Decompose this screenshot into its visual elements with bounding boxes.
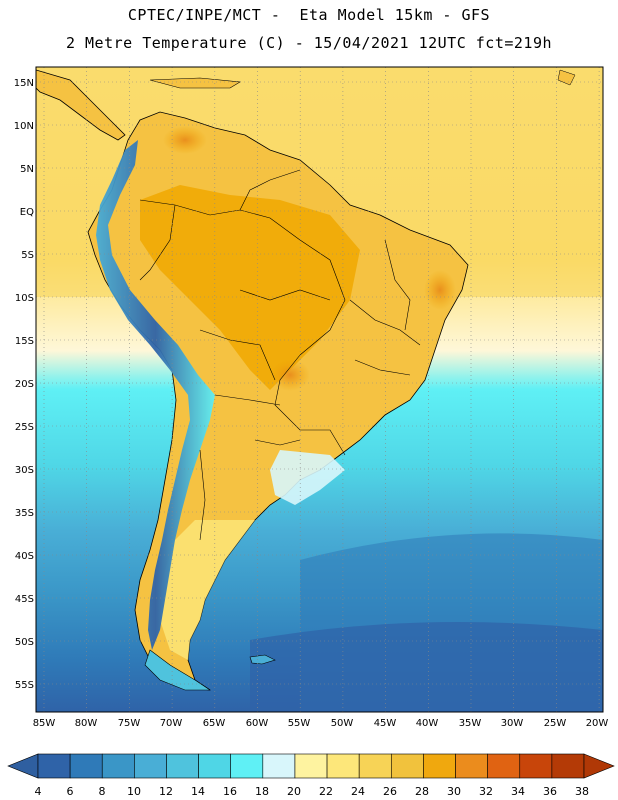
colorbar-label: 34 [511, 785, 525, 798]
map-plot-area [36, 67, 603, 712]
lon-label: 85W [33, 718, 56, 729]
hotspot-pantanal [270, 359, 310, 391]
lat-label: 40S [15, 551, 34, 562]
hotspot-venezuela [163, 126, 207, 154]
country-borders [139, 169, 421, 541]
colorbar-box [37, 753, 71, 779]
lat-label: 45S [15, 594, 34, 605]
central-america [36, 69, 126, 141]
colorbar-box [326, 753, 360, 779]
colorbar-label: 20 [287, 785, 301, 798]
colorbar-label: 30 [447, 785, 461, 798]
colorbar-box [390, 753, 424, 779]
colorbar-boxes [37, 753, 585, 779]
uruguay-cool-region [270, 450, 345, 505]
colorbar-label: 22 [319, 785, 333, 798]
lon-label: 75W [118, 718, 141, 729]
lon-label: 65W [203, 718, 226, 729]
colorbar-box [551, 753, 585, 779]
lon-label: 50W [331, 718, 354, 729]
colorbar-box [69, 753, 103, 779]
colorbar-box [134, 753, 167, 779]
colorbar-box [294, 753, 328, 779]
longitude-labels: 85W 80W 75W 70W 65W 60W 55W 50W 45W 40W … [33, 718, 609, 729]
colorbar-box [230, 753, 264, 779]
lat-lon-grid [36, 67, 603, 712]
lon-label: 25W [544, 718, 567, 729]
southern-cone-cool [160, 520, 255, 660]
lat-label: 15S [15, 336, 34, 347]
lat-label: 15N [14, 78, 34, 89]
coldest-ocean-band [250, 622, 603, 712]
colorbar-label: 24 [351, 785, 365, 798]
colorbar: 4 6 8 10 12 14 16 18 20 22 24 26 28 30 3… [7, 753, 615, 798]
colorbar-label: 14 [191, 785, 205, 798]
lat-label: 5S [21, 250, 34, 261]
caribbean-islands [149, 77, 241, 89]
colorbar-label: 28 [415, 785, 429, 798]
africa-edge [557, 69, 576, 86]
lon-label: 80W [75, 718, 98, 729]
colorbar-box [423, 753, 456, 779]
colorbar-box [101, 753, 135, 779]
colorbar-label: 8 [99, 785, 106, 798]
lon-label: 55W [288, 718, 311, 729]
lon-label: 70W [160, 718, 183, 729]
andes-cold-strip [96, 140, 215, 650]
lon-label: 30W [501, 718, 524, 729]
lon-label: 20W [586, 718, 609, 729]
colorbar-box [358, 753, 392, 779]
colorbar-label: 6 [67, 785, 74, 798]
colorbar-label: 4 [35, 785, 42, 798]
lat-label: 25S [15, 422, 34, 433]
lat-label: 10S [15, 293, 34, 304]
lat-label: 35S [15, 508, 34, 519]
colorbar-start-arrow [7, 753, 39, 779]
colorbar-box [487, 753, 521, 779]
lat-label: 5N [20, 164, 34, 175]
colorbar-label: 16 [223, 785, 237, 798]
colorbar-label: 26 [383, 785, 397, 798]
lon-label: 35W [459, 718, 482, 729]
lat-label: 20S [15, 379, 34, 390]
colorbar-label: 38 [575, 785, 589, 798]
hotspot-northeast-brazil [424, 270, 456, 310]
lon-label: 60W [246, 718, 269, 729]
latitude-labels: 15N 10N 5N EQ 5S 10S 15S 20S 25S 30S 35S… [14, 78, 34, 691]
tierra-del-fuego [144, 649, 211, 691]
colorbar-label: 10 [127, 785, 141, 798]
colorbar-box [198, 753, 232, 779]
falkland-islands [249, 654, 276, 665]
colorbar-label: 32 [479, 785, 493, 798]
lat-label: 10N [14, 121, 34, 132]
colorbar-label: 12 [159, 785, 173, 798]
colorbar-label: 36 [543, 785, 557, 798]
colorbar-box [519, 753, 553, 779]
lat-label: 55S [15, 680, 34, 691]
lat-label: 50S [15, 637, 34, 648]
map-title: CPTEC/INPE/MCT - Eta Model 15km - GFS [127, 6, 491, 24]
lat-label: 30S [15, 465, 34, 476]
lon-label: 40W [416, 718, 439, 729]
colorbar-box [262, 753, 296, 779]
map-frame [35, 66, 604, 713]
colorbar-label: 18 [255, 785, 269, 798]
colorbar-end-arrow [583, 753, 615, 779]
map-subtitle: 2 Metre Temperature (C) - 15/04/2021 12U… [65, 34, 553, 52]
colorbar-box [455, 753, 488, 779]
lon-label: 45W [374, 718, 397, 729]
colorbar-box [166, 753, 199, 779]
amazon-hot-region [140, 185, 360, 390]
colorbar-labels: 4 6 8 10 12 14 16 18 20 22 24 26 28 30 3… [35, 785, 590, 798]
lat-label: EQ [20, 207, 34, 218]
